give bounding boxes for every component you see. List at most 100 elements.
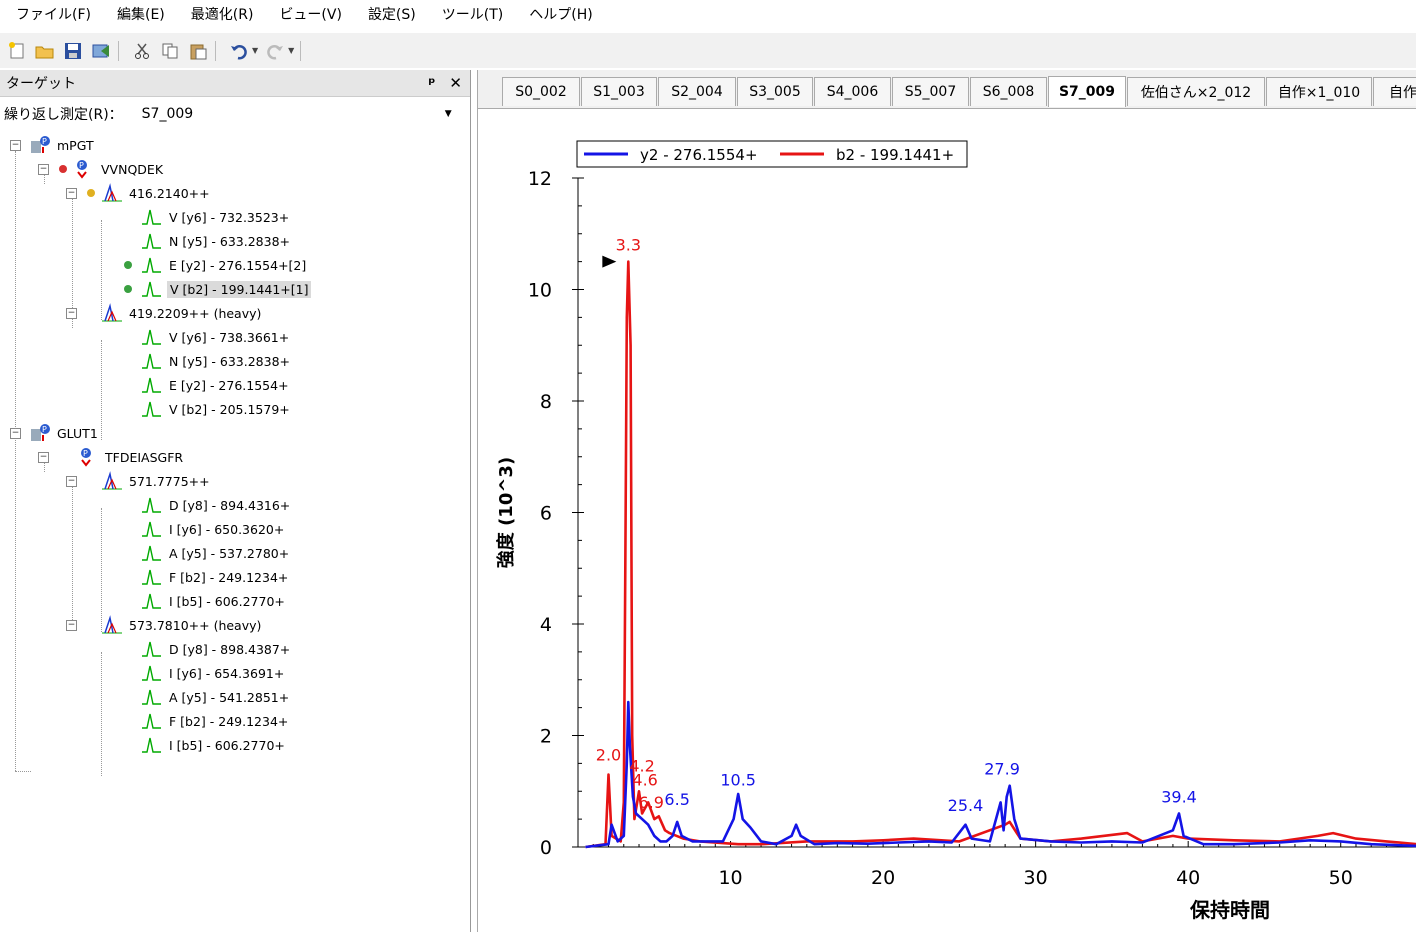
open-folder-icon[interactable] — [34, 40, 56, 62]
precursor-name: 573.7810++ (heavy) — [129, 617, 262, 633]
tree-row-transition[interactable]: A [y5] - 541.2851+ — [141, 686, 289, 708]
tab-自作[interactable]: 自作 — [1373, 77, 1416, 106]
data-point — [611, 824, 613, 826]
menu-help[interactable]: ヘルプ(H) — [529, 7, 593, 23]
tree-row-transition[interactable]: F [b2] - 249.1234+ — [141, 710, 288, 732]
transition-peak-icon — [142, 545, 161, 561]
tree-row-transition[interactable]: V [y6] - 732.3523+ — [141, 206, 289, 228]
tab-自作×1_010[interactable]: 自作×1_010 — [1266, 77, 1372, 106]
tree-row-transition[interactable]: D [y8] - 898.4387+ — [141, 638, 290, 660]
undo-icon[interactable] — [228, 40, 250, 62]
collapse-icon[interactable]: − — [10, 139, 21, 151]
tab-S5_007[interactable]: S5_007 — [892, 77, 969, 106]
tab-S0_002[interactable]: S0_002 — [502, 77, 580, 106]
publish-icon[interactable] — [90, 40, 112, 62]
data-point — [608, 774, 609, 775]
collapse-icon[interactable]: − — [38, 163, 49, 175]
tree-row-transition[interactable]: V [y6] - 738.3661+ — [141, 326, 289, 348]
data-point — [1386, 840, 1387, 842]
data-point — [1013, 818, 1015, 820]
tree-row-transition[interactable]: E [y2] - 276.1554+ — [141, 374, 289, 396]
menu-optimize[interactable]: 最適化(R) — [190, 7, 254, 23]
collapse-icon[interactable]: − — [66, 475, 77, 487]
collapse-icon[interactable]: − — [66, 619, 77, 631]
tree-row-transition[interactable]: I [b5] - 606.2770+ — [141, 734, 285, 756]
paste-icon[interactable] — [187, 40, 209, 62]
redo-icon[interactable] — [264, 40, 286, 62]
collapse-icon[interactable]: − — [10, 427, 21, 439]
tree-row-precursor[interactable]: − 416.2140++ — [66, 182, 210, 204]
tree-row-transition[interactable]: N [y5] - 633.2838+ — [141, 230, 290, 252]
tree-row-transition[interactable]: V [b2] - 205.1579+ — [141, 398, 290, 420]
menu-settings[interactable]: 設定(S) — [367, 7, 416, 23]
collapse-icon[interactable]: − — [66, 187, 77, 199]
collapse-icon[interactable]: − — [66, 307, 77, 319]
menu-file[interactable]: ファイル(F) — [16, 7, 91, 23]
replicate-select[interactable]: S7_009 ▼ — [135, 101, 461, 127]
undo-dropdown-icon[interactable]: ▼ — [252, 46, 259, 55]
data-point — [882, 839, 884, 841]
peptide-name: TFDEIASGFR — [105, 449, 184, 465]
copy-icon[interactable] — [159, 40, 181, 62]
peak-label: 6.5 — [664, 790, 689, 809]
collapse-icon[interactable]: − — [38, 451, 49, 463]
save-icon[interactable] — [62, 40, 84, 62]
menu-view[interactable]: ビュー(V) — [279, 7, 342, 23]
tree-row-peptide[interactable]: − P VVNQDEK — [38, 158, 163, 180]
chromatogram-chart[interactable]: 0 2 4 6 8 10 12 10 20 30 40 50 保持時間 強度 (10^3) 2.0 3.3 4.… — [478, 110, 1416, 932]
transition-label: D [y8] - 898.4387+ — [169, 641, 291, 657]
tab-S1_003[interactable]: S1_003 — [581, 77, 657, 106]
y-tick-label: 0 — [540, 837, 552, 859]
data-point — [951, 842, 953, 843]
tree-row-transition-selected[interactable]: V [b2] - 199.1441+[1] — [124, 278, 312, 300]
x-tick-label: 10 — [718, 867, 742, 889]
data-point — [1111, 840, 1113, 842]
transition-peak-icon — [142, 233, 161, 249]
transition-peak-icon — [142, 497, 161, 513]
cut-icon[interactable] — [131, 40, 153, 62]
tree-row-transition[interactable]: F [b2] - 249.1234+ — [141, 566, 288, 588]
tree-row-transition[interactable]: I [b5] - 606.2770+ — [141, 590, 285, 612]
tree-row-transition[interactable]: I [y6] - 654.3691+ — [141, 662, 284, 684]
tree-row-transition[interactable]: N [y5] - 633.2838+ — [141, 350, 290, 372]
pin-icon[interactable]: ᵖ — [428, 74, 436, 92]
menu-edit[interactable]: 編集(E) — [116, 7, 165, 23]
tree-row-precursor[interactable]: − 419.2209++ (heavy) — [66, 302, 261, 324]
precursor-peaks-icon — [102, 615, 122, 634]
tree-row-transition[interactable]: A [y5] - 537.2780+ — [141, 542, 289, 564]
tree-row-precursor[interactable]: − 573.7810++ (heavy) — [66, 614, 261, 636]
data-point — [659, 840, 661, 842]
transition-label: I [b5] - 606.2770+ — [169, 593, 285, 609]
tree-row-protein-glut1[interactable]: − P GLUT1 — [10, 422, 98, 444]
redo-dropdown-icon[interactable]: ▼ — [288, 46, 295, 55]
data-point — [672, 835, 674, 837]
tree-row-transition[interactable]: D [y8] - 894.4316+ — [141, 494, 290, 516]
tree-row-protein-mpgt[interactable]: − P mPGT — [10, 134, 94, 156]
data-point — [623, 835, 625, 837]
data-point — [1172, 835, 1174, 837]
tab-佐伯さん×2_012[interactable]: 佐伯さん×2_012 — [1127, 77, 1265, 106]
status-green-dot-icon — [124, 285, 132, 293]
tab-S2_004[interactable]: S2_004 — [658, 77, 736, 106]
data-point — [707, 840, 709, 842]
tree-row-transition[interactable]: E [y2] - 276.1554+[2] — [124, 254, 306, 276]
protein-name: mPGT — [57, 137, 94, 153]
y-tick-label: 2 — [540, 726, 552, 748]
tab-S4_006[interactable]: S4_006 — [814, 77, 891, 106]
data-point — [760, 840, 762, 842]
tab-S3_005[interactable]: S3_005 — [737, 77, 813, 106]
tree-guide — [15, 151, 16, 771]
data-point — [630, 344, 632, 346]
tab-S6_008[interactable]: S6_008 — [970, 77, 1047, 106]
tree-row-transition[interactable]: I [y6] - 650.3620+ — [141, 518, 284, 540]
transition-label: N [y5] - 633.2838+ — [169, 353, 291, 369]
tree-row-precursor[interactable]: − 571.7775++ — [66, 470, 210, 492]
tree-row-peptide[interactable]: − P TFDEIASGFR — [38, 446, 183, 468]
new-file-icon[interactable] — [6, 40, 28, 62]
data-point — [800, 835, 802, 837]
menu-tools[interactable]: ツール(T) — [441, 7, 504, 23]
tab-S7_009[interactable]: S7_009 — [1048, 76, 1126, 107]
toolbar: ▼ ▼ — [0, 33, 1416, 68]
close-icon[interactable]: ✕ — [449, 74, 462, 92]
chevron-down-icon: ▼ — [444, 109, 452, 119]
